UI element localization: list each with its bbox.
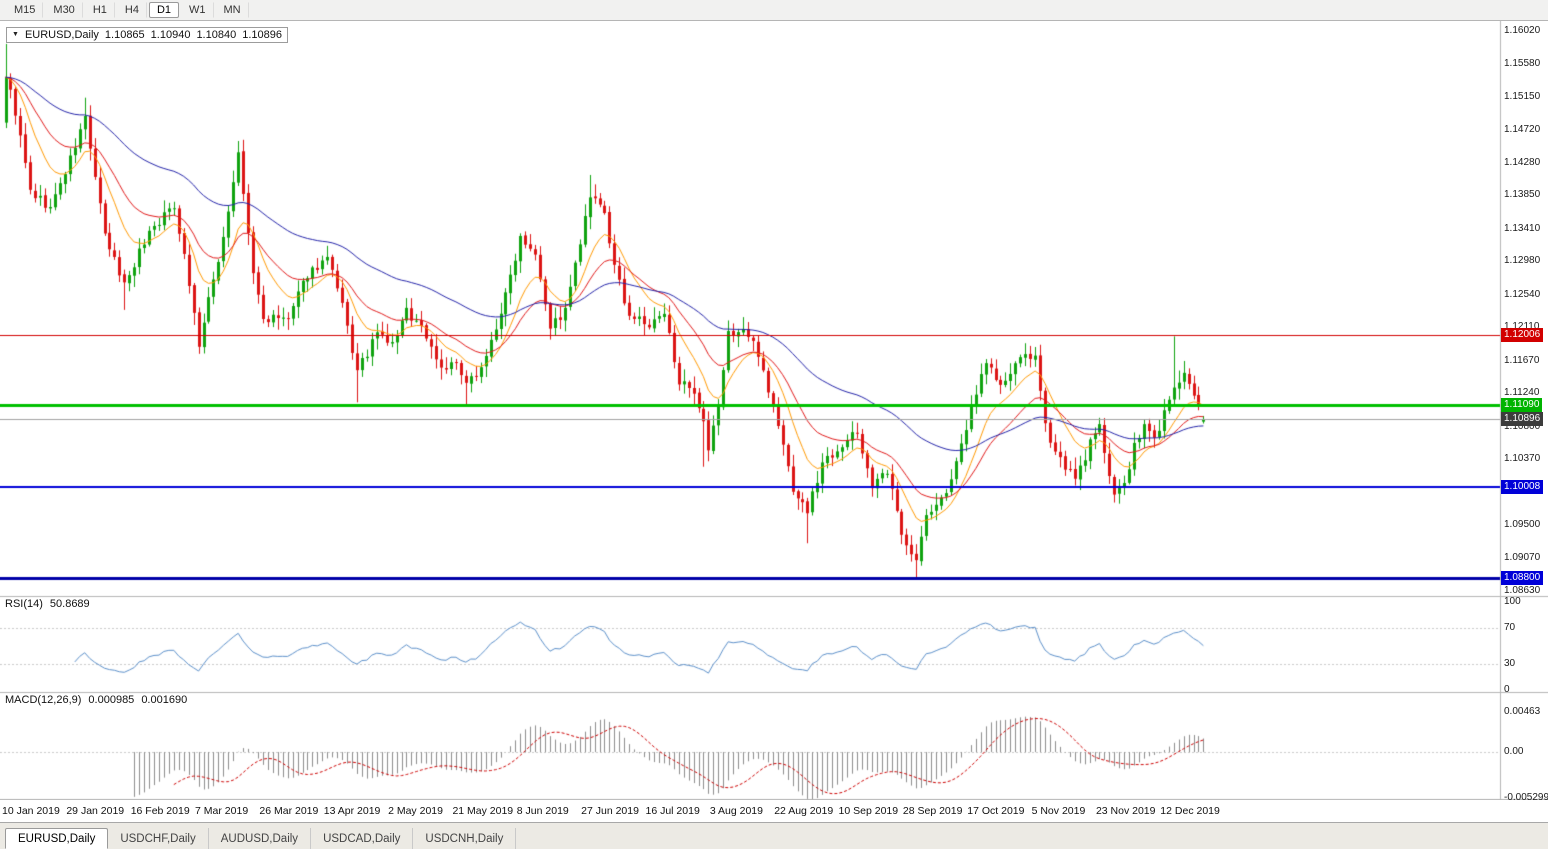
timeframe-button-h4[interactable]: H4 — [117, 2, 147, 18]
date-label: 3 Aug 2019 — [709, 805, 763, 817]
tab-usdchf-daily[interactable]: USDCHF,Daily — [108, 828, 209, 849]
timeframe-button-m30[interactable]: M30 — [45, 2, 83, 18]
timeframe-button-mn[interactable]: MN — [216, 2, 249, 18]
date-label: 16 Feb 2019 — [130, 805, 190, 817]
date-label: 2 May 2019 — [388, 805, 443, 817]
rsi-indicator-label: RSI(14) 50.8689 — [5, 598, 90, 610]
price-tick: 1.11240 — [1504, 387, 1540, 399]
chart-tabs-bar: EURUSD,Daily USDCHF,Daily AUDUSD,Daily USDC… — [0, 822, 1548, 849]
date-label: 28 Sep 2019 — [902, 805, 963, 817]
price-chart-canvas[interactable] — [0, 21, 1548, 800]
price-tick: 1.10370 — [1504, 453, 1541, 465]
date-label: 13 Apr 2019 — [323, 805, 381, 817]
price-badge: 1.11090 — [1501, 397, 1543, 412]
macd-tick: 0.00 — [1504, 746, 1524, 758]
macd-main-value: 0.000985 — [88, 694, 135, 706]
rsi-tick: 100 — [1504, 596, 1521, 607]
timeframe-button-d1[interactable]: D1 — [148, 2, 179, 18]
tab-eurusd-daily[interactable]: EURUSD,Daily — [5, 828, 109, 849]
price-axis[interactable]: 1.16020 1.15580 1.15150 1.14720 1.14280 1.138… — [1501, 21, 1548, 803]
quote-open: 1.10865 — [104, 29, 145, 41]
tab-usdcad-daily[interactable]: USDCAD,Daily — [311, 828, 414, 849]
macd-signal-value: 0.001690 — [141, 694, 188, 706]
price-tick: 1.12110 — [1504, 321, 1540, 333]
tab-usdcnh-daily[interactable]: USDCNH,Daily — [413, 828, 517, 849]
chart-dropdown-icon[interactable]: ▼ — [12, 31, 19, 38]
price-tick: 1.09500 — [1504, 519, 1541, 531]
price-tick: 1.16020 — [1504, 25, 1541, 36]
price-tick: 1.13850 — [1504, 189, 1541, 201]
date-label: 7 Mar 2019 — [195, 805, 249, 817]
date-label: 21 May 2019 — [452, 805, 514, 817]
price-tick: 1.08630 — [1504, 585, 1541, 596]
quote-info-box: ▼ EURUSD,Daily 1.10865 1.10940 1.10840 1… — [6, 27, 288, 43]
date-label: 23 Nov 2019 — [1095, 805, 1156, 817]
macd-indicator-label: MACD(12,26,9) 0.000985 0.001690 — [5, 694, 187, 706]
price-tick: 1.13410 — [1504, 222, 1541, 234]
timeframe-button-m15[interactable]: M15 — [6, 2, 44, 18]
price-tick: 1.11670 — [1504, 354, 1540, 366]
price-tick: 1.14720 — [1504, 123, 1541, 135]
quote-close: 1.10896 — [242, 29, 282, 41]
date-label: 16 Jul 2019 — [645, 805, 700, 817]
symbol-period-label: EURUSD,Daily — [24, 29, 99, 41]
date-axis[interactable]: 10 Jan 2019 29 Jan 2019 16 Feb 2019 7 Mar 2… — [0, 800, 1548, 822]
date-label: 27 Jun 2019 — [581, 805, 639, 817]
price-badge: 1.10008 — [1501, 479, 1544, 494]
date-label: 10 Sep 2019 — [838, 805, 899, 817]
date-label: 26 Mar 2019 — [259, 805, 319, 817]
timeframe-toolbar: M15 M30 H1 H4 D1 W1 MN — [0, 0, 1548, 21]
price-tick: 1.12540 — [1504, 288, 1541, 300]
date-label: 8 Jun 2019 — [516, 805, 569, 817]
price-badge: 1.12006 — [1501, 328, 1544, 343]
macd-name: MACD(12,26,9) — [5, 694, 82, 706]
rsi-tick: 0 — [1504, 684, 1510, 695]
price-tick: 1.12980 — [1504, 255, 1541, 267]
price-tick: 1.14280 — [1504, 156, 1541, 168]
date-label: 10 Jan 2019 — [2, 805, 60, 817]
rsi-name: RSI(14) — [5, 598, 43, 610]
timeframe-button-h1[interactable]: H1 — [85, 2, 115, 18]
quote-low: 1.10840 — [196, 29, 237, 41]
rsi-value: 50.8689 — [49, 598, 90, 610]
date-label: 22 Aug 2019 — [774, 805, 834, 817]
date-label: 29 Jan 2019 — [66, 805, 125, 817]
price-badge: 1.10896 — [1501, 412, 1544, 427]
price-badge: 1.08800 — [1501, 571, 1544, 586]
rsi-tick: 70 — [1504, 622, 1516, 634]
quote-high: 1.10940 — [150, 29, 191, 41]
macd-tick: 0.00463 — [1504, 706, 1541, 717]
date-label: 5 Nov 2019 — [1031, 805, 1086, 817]
date-label: 17 Oct 2019 — [967, 805, 1025, 817]
date-label: 12 Dec 2019 — [1160, 805, 1220, 817]
price-tick: 1.09070 — [1504, 551, 1541, 563]
rsi-tick: 30 — [1504, 657, 1516, 669]
macd-tick: -0.005299 — [1504, 792, 1548, 803]
price-tick: 1.15580 — [1504, 58, 1541, 70]
tab-audusd-daily[interactable]: AUDUSD,Daily — [209, 828, 312, 849]
timeframe-button-w1[interactable]: W1 — [181, 2, 214, 18]
price-tick: 1.15150 — [1504, 90, 1541, 102]
